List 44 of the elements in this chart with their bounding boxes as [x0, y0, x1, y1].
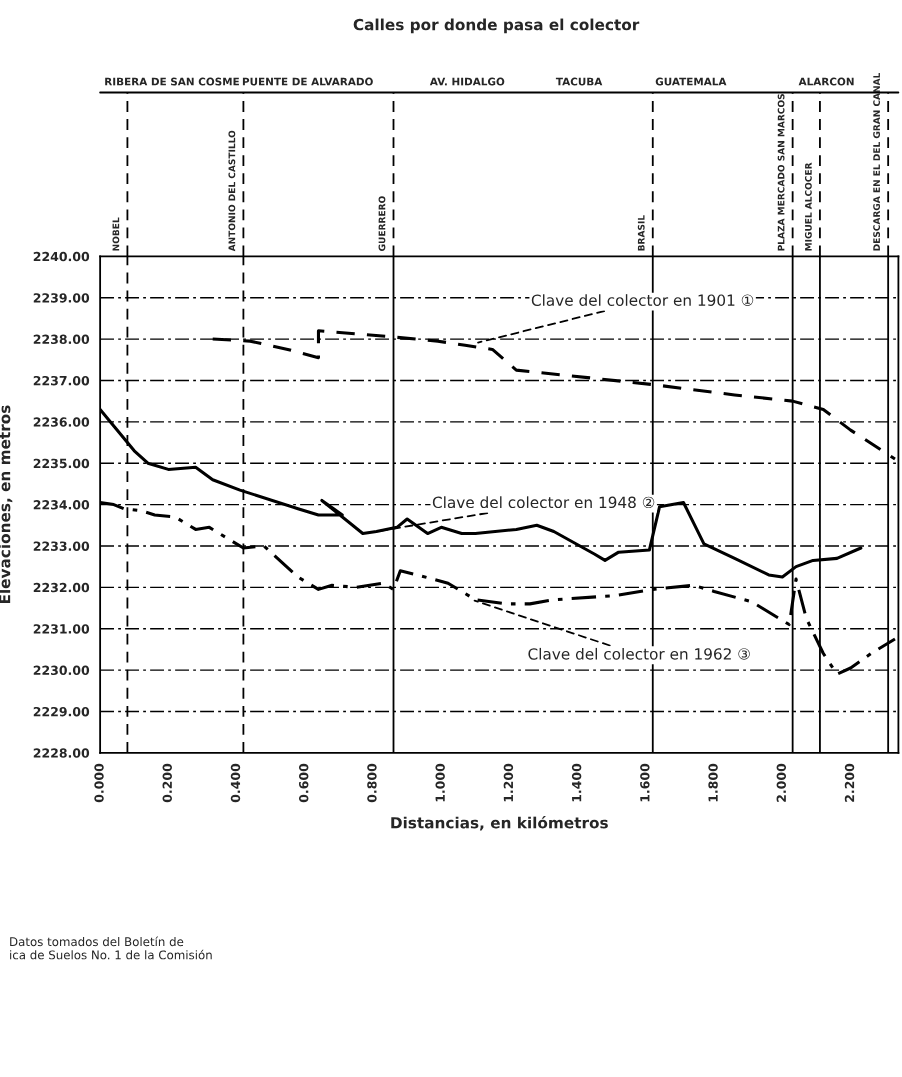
- y-tick-label: 2234.00: [33, 500, 90, 510]
- x-tick-label: 0.400: [230, 763, 241, 803]
- y-tick-label: 2229.00: [33, 706, 90, 717]
- ref-line-label: BRASIL: [637, 215, 645, 251]
- x-axis-title: Distancias, en kilómetros: [391, 816, 608, 831]
- text: RIBERA DE SAN COSME: [105, 77, 239, 86]
- text: ALARCON: [798, 77, 854, 86]
- y-tick-label: 2228.00: [33, 748, 90, 758]
- text: TACUBA: [555, 77, 603, 86]
- x-tick-label: 1.400: [571, 763, 582, 802]
- x-tick-label: 0.600: [298, 763, 309, 803]
- y-tick-label: 2230.00: [33, 665, 90, 675]
- y-tick-label: 2233.00: [33, 541, 90, 551]
- x-tick-label: 1.800: [708, 763, 718, 802]
- annotation: Clave del colector en 1948 ②: [432, 496, 655, 509]
- ref-line-label: GUERRERO: [378, 196, 386, 251]
- x-tick-label: 0.800: [367, 763, 377, 803]
- ref-line-label: MIGUEL ALCOCER: [804, 162, 812, 251]
- y-tick-label: 2232.00: [33, 582, 90, 593]
- text: Datos tomados del Boletín de ica de Suelos No. 1 de la Comisión: [10, 936, 212, 960]
- ref-line-label: NOBEL: [112, 217, 120, 251]
- x-tick-label: 0.200: [162, 763, 172, 803]
- y-tick-label: 2231.00: [33, 624, 90, 634]
- y-tick-label: 2240.00: [33, 251, 90, 262]
- x-tick-label: 0.000: [94, 763, 104, 803]
- chart-title: Calles por donde pasa el colector: [353, 18, 640, 34]
- y-tick-label: 2239.00: [33, 293, 90, 303]
- annotation: Clave del colector en 1901 ①: [531, 294, 754, 306]
- text: AV. HIDALGO: [429, 77, 505, 86]
- x-tick-label: 2.200: [844, 763, 855, 802]
- x-tick-label: 1.600: [640, 763, 650, 802]
- x-tick-label: 1.200: [503, 763, 514, 802]
- ref-line-label: ANTONIO DEL CASTILLO: [228, 130, 236, 252]
- text: GUATEMALA: [655, 77, 727, 86]
- y-tick-label: 2236.00: [33, 417, 90, 427]
- x-tick-label: 2.000: [776, 763, 787, 802]
- annotation: Clave del colector en 1962 ③: [528, 647, 750, 660]
- ref-line-label: DESCARGA EN EL DEL GRAN CANAL: [873, 72, 881, 251]
- y-tick-label: 2238.00: [33, 334, 90, 344]
- x-tick-label: 1.000: [435, 763, 445, 802]
- ref-line-label: PLAZA MERCADO SAN MARCOS: [777, 94, 785, 251]
- y-tick-label: 2237.00: [33, 375, 90, 386]
- y-tick-label: 2235.00: [33, 458, 90, 469]
- text: PUENTE DE ALVARADO: [242, 77, 373, 86]
